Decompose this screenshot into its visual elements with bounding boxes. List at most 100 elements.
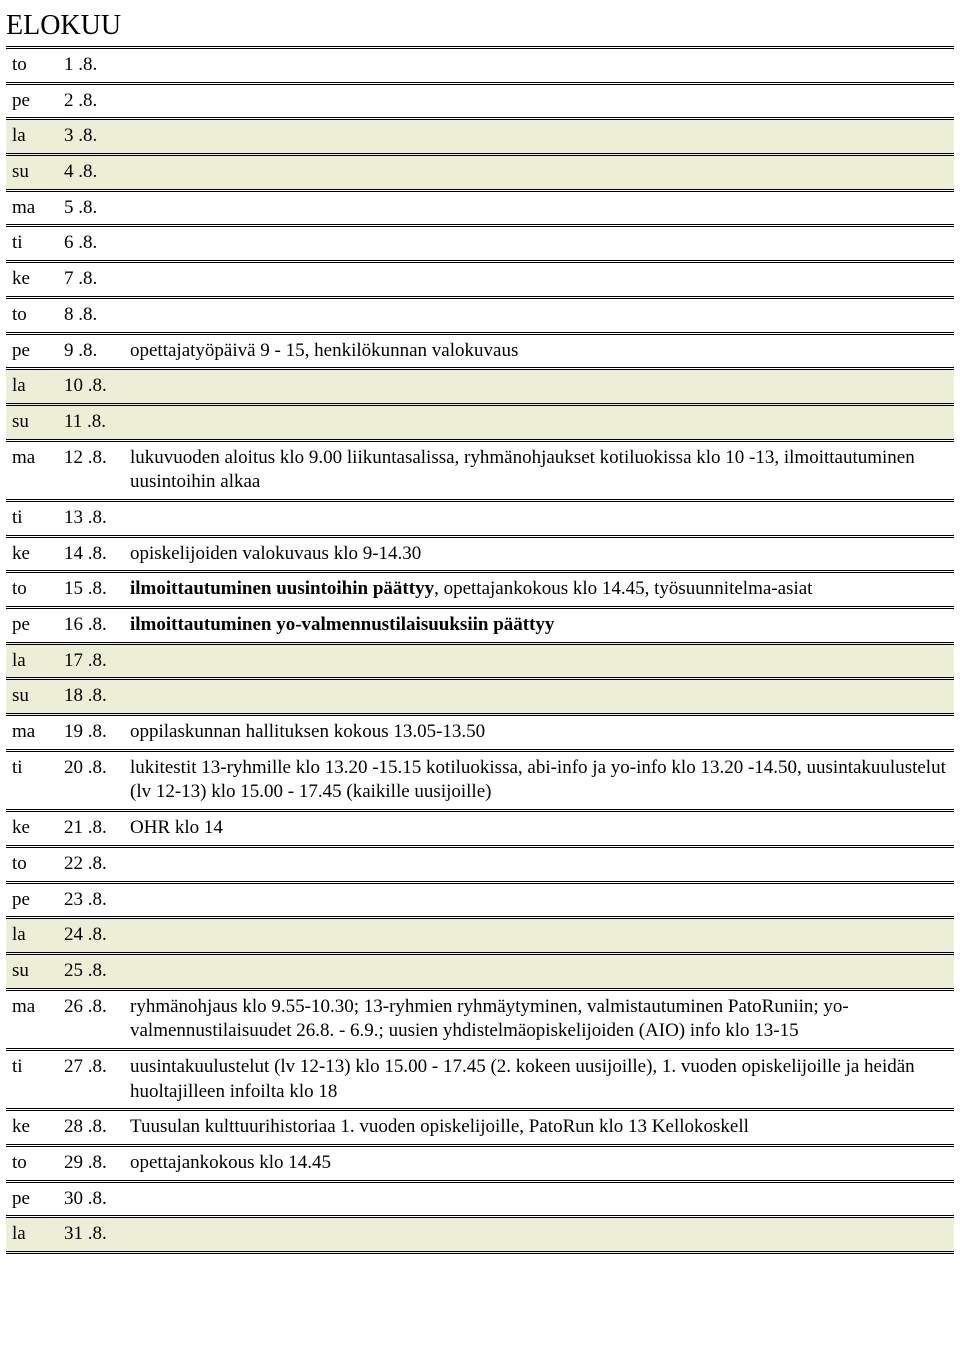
event-cell: lukuvuoden aloitus klo 9.00 liikuntasali… [124, 440, 954, 500]
date-cell: 13 .8. [58, 500, 124, 536]
event-cell: lukitestit 13-ryhmille klo 13.20 -15.15 … [124, 750, 954, 810]
date-cell: 15 .8. [58, 572, 124, 608]
table-row: su25 .8. [6, 953, 954, 989]
table-row: ti6 .8. [6, 226, 954, 262]
day-cell: to [6, 297, 58, 333]
table-row: pe30 .8. [6, 1181, 954, 1217]
day-cell: pe [6, 882, 58, 918]
date-cell: 11 .8. [58, 404, 124, 440]
table-row: ma26 .8.ryhmänohjaus klo 9.55-10.30; 13-… [6, 989, 954, 1049]
date-cell: 3 .8. [58, 119, 124, 155]
table-row: la31 .8. [6, 1217, 954, 1253]
table-row: ke7 .8. [6, 262, 954, 298]
table-row: la10 .8. [6, 369, 954, 405]
event-cell [124, 918, 954, 954]
day-cell: ti [6, 750, 58, 810]
date-cell: 27 .8. [58, 1049, 124, 1109]
day-cell: la [6, 369, 58, 405]
day-cell: su [6, 155, 58, 191]
day-cell: pe [6, 608, 58, 644]
day-cell: pe [6, 333, 58, 369]
event-cell [124, 882, 954, 918]
event-cell: ryhmänohjaus klo 9.55-10.30; 13-ryhmien … [124, 989, 954, 1049]
table-row: ma19 .8.oppilaskunnan hallituksen kokous… [6, 715, 954, 751]
table-row: su11 .8. [6, 404, 954, 440]
event-cell: opettajankokous klo 14.45 [124, 1146, 954, 1182]
date-cell: 5 .8. [58, 190, 124, 226]
table-row: la17 .8. [6, 643, 954, 679]
day-cell: ti [6, 226, 58, 262]
table-row: la3 .8. [6, 119, 954, 155]
date-cell: 29 .8. [58, 1146, 124, 1182]
event-cell [124, 119, 954, 155]
day-cell: la [6, 1217, 58, 1253]
day-cell: la [6, 643, 58, 679]
table-row: pe9 .8.opettajatyöpäivä 9 - 15, henkilök… [6, 333, 954, 369]
date-cell: 26 .8. [58, 989, 124, 1049]
day-cell: ma [6, 190, 58, 226]
date-cell: 28 .8. [58, 1110, 124, 1146]
day-cell: ke [6, 262, 58, 298]
date-cell: 17 .8. [58, 643, 124, 679]
event-cell: ilmoittautuminen uusintoihin päättyy, op… [124, 572, 954, 608]
event-cell [124, 369, 954, 405]
date-cell: 31 .8. [58, 1217, 124, 1253]
table-row: pe2 .8. [6, 83, 954, 119]
date-cell: 9 .8. [58, 333, 124, 369]
event-cell: oppilaskunnan hallituksen kokous 13.05-1… [124, 715, 954, 751]
date-cell: 30 .8. [58, 1181, 124, 1217]
event-cell [124, 679, 954, 715]
day-cell: su [6, 953, 58, 989]
event-cell [124, 297, 954, 333]
day-cell: la [6, 918, 58, 954]
event-cell [124, 1217, 954, 1253]
day-cell: to [6, 1146, 58, 1182]
date-cell: 2 .8. [58, 83, 124, 119]
table-row: pe23 .8. [6, 882, 954, 918]
day-cell: ti [6, 1049, 58, 1109]
event-cell [124, 155, 954, 191]
table-row: ke28 .8.Tuusulan kulttuurihistoriaa 1. v… [6, 1110, 954, 1146]
event-cell [124, 48, 954, 84]
day-cell: to [6, 48, 58, 84]
date-cell: 8 .8. [58, 297, 124, 333]
date-cell: 10 .8. [58, 369, 124, 405]
date-cell: 7 .8. [58, 262, 124, 298]
day-cell: pe [6, 1181, 58, 1217]
table-row: ma5 .8. [6, 190, 954, 226]
event-cell: opiskelijoiden valokuvaus klo 9-14.30 [124, 536, 954, 572]
date-cell: 25 .8. [58, 953, 124, 989]
table-row: su4 .8. [6, 155, 954, 191]
table-row: su18 .8. [6, 679, 954, 715]
table-row: ke14 .8.opiskelijoiden valokuvaus klo 9-… [6, 536, 954, 572]
date-cell: 14 .8. [58, 536, 124, 572]
table-row: to29 .8.opettajankokous klo 14.45 [6, 1146, 954, 1182]
day-cell: ke [6, 1110, 58, 1146]
event-cell: Tuusulan kulttuurihistoriaa 1. vuoden op… [124, 1110, 954, 1146]
event-cell [124, 953, 954, 989]
date-cell: 16 .8. [58, 608, 124, 644]
date-cell: 18 .8. [58, 679, 124, 715]
day-cell: la [6, 119, 58, 155]
event-cell: ilmoittautuminen yo-valmennustilaisuuksi… [124, 608, 954, 644]
date-cell: 12 .8. [58, 440, 124, 500]
day-cell: ma [6, 715, 58, 751]
event-cell: opettajatyöpäivä 9 - 15, henkilökunnan v… [124, 333, 954, 369]
table-row: ti20 .8.lukitestit 13-ryhmille klo 13.20… [6, 750, 954, 810]
event-cell [124, 262, 954, 298]
event-cell [124, 846, 954, 882]
table-row: to22 .8. [6, 846, 954, 882]
table-row: to15 .8.ilmoittautuminen uusintoihin pää… [6, 572, 954, 608]
event-cell [124, 643, 954, 679]
date-cell: 4 .8. [58, 155, 124, 191]
table-row: pe16 .8.ilmoittautuminen yo-valmennustil… [6, 608, 954, 644]
day-cell: su [6, 404, 58, 440]
day-cell: ti [6, 500, 58, 536]
event-cell: OHR klo 14 [124, 811, 954, 847]
date-cell: 6 .8. [58, 226, 124, 262]
table-row: ti13 .8. [6, 500, 954, 536]
day-cell: to [6, 846, 58, 882]
page-title: ELOKUU [6, 10, 954, 42]
table-row: la24 .8. [6, 918, 954, 954]
date-cell: 23 .8. [58, 882, 124, 918]
